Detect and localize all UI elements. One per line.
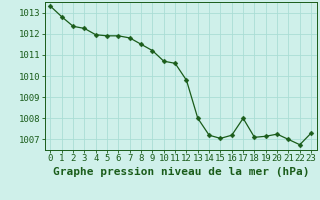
- X-axis label: Graphe pression niveau de la mer (hPa): Graphe pression niveau de la mer (hPa): [52, 167, 309, 177]
